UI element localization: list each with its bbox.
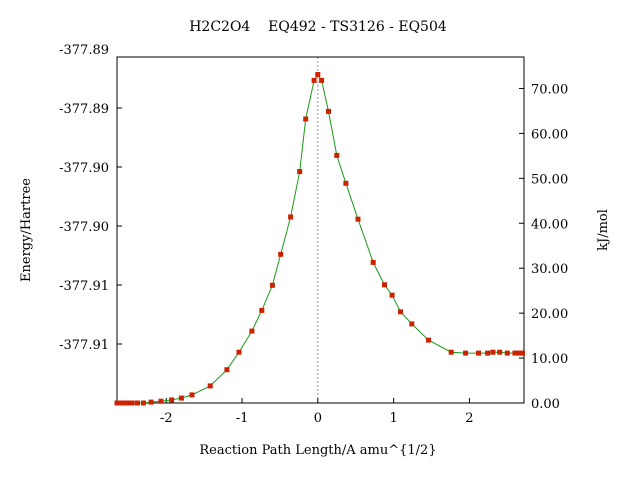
data-point-40 [497,349,503,355]
data-point-23 [315,72,321,77]
right-tick-label-0: 0.00 [531,397,560,412]
data-point-22 [311,77,317,83]
x-axis-label: Reaction Path Length/A amu^{1/2} [199,443,436,458]
data-point-39 [490,349,496,355]
x-tick-label-0: -2 [160,411,173,426]
plot-area: -2 -1 0 1 20.0010.0020.0030.0040.0050.0060.0… [59,43,568,426]
data-point-16 [259,307,265,313]
plot-frame [116,56,525,404]
x-tick-label-1: -1 [236,411,249,426]
data-point-13 [224,367,230,373]
data-point-38 [485,350,491,356]
data-point-8 [158,398,164,404]
data-point-41 [504,350,510,356]
right-tick-label-4: 40.00 [531,217,568,232]
data-point-11 [189,392,195,398]
data-point-37 [476,350,481,356]
data-point-34 [426,337,431,343]
data-point-7 [148,399,154,405]
series-curve [117,73,523,404]
data-point-25 [326,108,331,114]
y-axis-label-left: Energy/Hartree [19,178,34,282]
data-point-0 [114,400,120,406]
right-tick-label-3: 30.00 [531,262,568,277]
data-point-24 [319,77,325,83]
data-point-10 [178,395,184,401]
data-point-35 [448,349,454,355]
left-tick-label-3: -377.90 [59,161,109,176]
data-point-28 [355,216,361,222]
left-tick-label-4: -377.89 [59,102,109,117]
data-point-14 [236,349,242,355]
data-point-12 [207,383,213,389]
x-tick-label-2: 0 [314,411,322,426]
x-tick-label-3: 1 [389,411,397,426]
data-point-6 [141,400,146,406]
data-point-5 [135,400,140,406]
left-tick-label-5: -377.89 [59,43,109,58]
left-tick-label-0: -377.91 [59,338,109,353]
y-axis-label-right: kJ/mol [596,209,611,251]
data-point-3 [125,400,131,406]
data-point-29 [370,259,376,265]
chart-title: H2C2O4 EQ492 - TS3126 - EQ504 [189,19,447,35]
data-point-21 [303,116,309,122]
right-tick-label-7: 70.00 [531,82,568,97]
data-point-4 [129,400,135,406]
data-point-26 [334,152,340,158]
data-point-27 [343,180,349,186]
data-point-20 [297,169,303,175]
data-point-36 [463,350,469,356]
left-tick-label-1: -377.91 [59,279,109,294]
right-tick-label-1: 10.00 [531,352,568,367]
data-point-43 [516,350,522,356]
right-tick-label-5: 50.00 [531,172,568,187]
data-point-1 [118,400,124,406]
left-tick-label-2: -377.90 [59,220,109,235]
data-point-18 [278,251,284,257]
data-point-17 [269,282,275,288]
right-tick-label-2: 20.00 [531,307,568,322]
data-point-32 [398,309,403,315]
data-point-33 [409,321,415,327]
data-point-42 [512,350,518,356]
data-point-15 [249,328,255,334]
x-tick-label-4: 2 [465,411,473,426]
data-point-2 [122,400,128,406]
data-point-31 [389,292,395,298]
data-point-9 [169,397,175,403]
right-tick-label-6: 60.00 [531,127,568,142]
data-point-30 [382,282,387,288]
data-point-44 [520,350,525,356]
data-point-19 [288,214,294,220]
